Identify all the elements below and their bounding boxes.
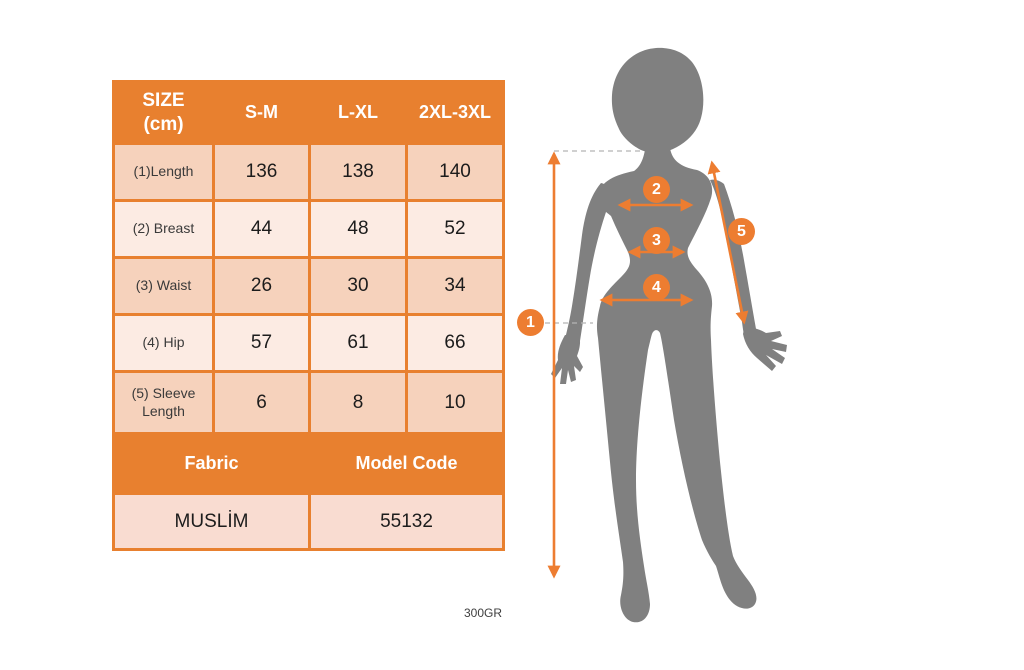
column-header-2xl-3xl: 2XL-3XL — [405, 80, 505, 145]
measurement-value: 10 — [405, 370, 505, 435]
model-code-value: 55132 — [308, 492, 505, 551]
measurement-value: 6 — [212, 370, 311, 435]
fabric-value: MUSLİM — [112, 492, 311, 551]
silhouette-left-hand — [551, 335, 583, 384]
sleeve-arrow — [707, 160, 749, 325]
column-header-l-xl: L-XL — [308, 80, 408, 145]
silhouette-left-arm — [564, 183, 612, 344]
silhouette-body — [596, 142, 757, 623]
measurement-value: 34 — [405, 256, 505, 316]
measurement-label: (1)Length — [112, 142, 215, 202]
size-chart-table: SIZE (cm) S-M L-XL 2XL-3XL (1)Length 136… — [112, 80, 505, 551]
measurement-value: 52 — [405, 199, 505, 259]
measurement-label: (3) Waist — [112, 256, 215, 316]
model-code-header: Model Code — [308, 432, 505, 495]
measurement-label: (2) Breast — [112, 199, 215, 259]
silhouette-head — [611, 47, 704, 153]
silhouette-right-hand — [743, 328, 787, 371]
measurement-value: 26 — [212, 256, 311, 316]
dashed-guides — [545, 150, 641, 324]
table-row-breast: (2) Breast 44 48 52 — [112, 199, 505, 259]
measurement-value: 136 — [212, 142, 311, 202]
measurement-value: 140 — [405, 142, 505, 202]
measure-badge-1: 1 — [517, 309, 544, 336]
measure-badge-5: 5 — [728, 218, 755, 245]
weight-note: 300GR — [463, 606, 502, 620]
female-silhouette — [551, 47, 787, 623]
measurement-value: 57 — [212, 313, 311, 373]
measurement-value: 138 — [308, 142, 408, 202]
measure-badge-3: 3 — [643, 227, 670, 254]
measurement-value: 8 — [308, 370, 408, 435]
measurement-value: 44 — [212, 199, 311, 259]
measurement-label: (4) Hip — [112, 313, 215, 373]
table-row-fabric-model: MUSLİM 55132 — [112, 492, 505, 551]
table-row-hip: (4) Hip 57 61 66 — [112, 313, 505, 373]
table-row-waist: (3) Waist 26 30 34 — [112, 256, 505, 316]
fabric-header: Fabric — [112, 432, 311, 495]
measure-badge-2: 2 — [643, 176, 670, 203]
table-row-sleeve-length: (5) Sleeve Length 6 8 10 — [112, 370, 505, 435]
measure-badge-4: 4 — [643, 274, 670, 301]
silhouette-right-arm — [710, 179, 757, 340]
measurement-value: 30 — [308, 256, 408, 316]
size-unit-header: SIZE (cm) — [112, 80, 215, 145]
measurement-value: 66 — [405, 313, 505, 373]
measurement-figure — [545, 47, 787, 623]
table-row-length: (1)Length 136 138 140 — [112, 142, 505, 202]
measurement-value: 61 — [308, 313, 408, 373]
column-header-s-m: S-M — [212, 80, 311, 145]
measurement-label: (5) Sleeve Length — [112, 370, 215, 435]
measurement-value: 48 — [308, 199, 408, 259]
